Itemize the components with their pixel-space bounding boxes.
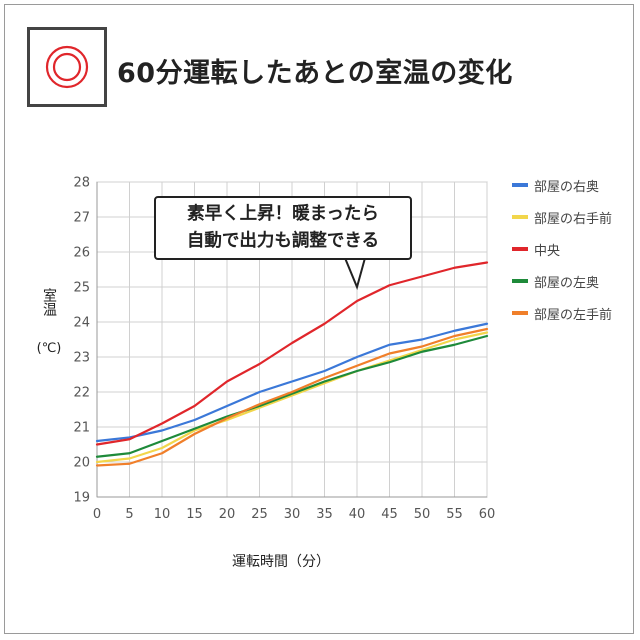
y-tick-label: 25 bbox=[73, 281, 90, 296]
series-line-2 bbox=[95, 331, 489, 464]
y-tick-label: 20 bbox=[73, 456, 90, 471]
x-tick-label: 20 bbox=[219, 507, 236, 522]
x-tick-label: 30 bbox=[284, 507, 301, 522]
x-tick-label: 10 bbox=[154, 507, 171, 522]
legend-swatch bbox=[512, 215, 528, 219]
legend-item: 部屋の右奥 bbox=[512, 176, 632, 196]
x-tick-label: 60 bbox=[479, 507, 496, 522]
y-tick-label: 28 bbox=[73, 176, 90, 191]
x-tick-label: 40 bbox=[349, 507, 366, 522]
x-tick-label: 0 bbox=[93, 507, 101, 522]
x-tick-label: 15 bbox=[186, 507, 203, 522]
legend-swatch bbox=[512, 247, 528, 251]
legend-label: 部屋の左手前 bbox=[534, 308, 613, 323]
page-title: 60分運転したあとの室温の変化 bbox=[117, 58, 513, 89]
legend-label: 部屋の左奥 bbox=[534, 276, 600, 291]
y-tick-label: 19 bbox=[73, 491, 90, 506]
y-tick-label: 21 bbox=[73, 421, 90, 436]
x-tick-label: 35 bbox=[316, 507, 333, 522]
series-line-5 bbox=[95, 327, 489, 467]
x-axis-label: 運転時間（分） bbox=[232, 554, 330, 570]
x-tick-label: 50 bbox=[414, 507, 431, 522]
legend-label: 部屋の右手前 bbox=[534, 212, 613, 227]
y-axis-label: 室温 bbox=[41, 288, 57, 316]
legend-item: 部屋の左手前 bbox=[512, 304, 632, 324]
x-tick-label: 25 bbox=[251, 507, 268, 522]
y-tick-label: 23 bbox=[73, 351, 90, 366]
x-tick-label: 55 bbox=[446, 507, 463, 522]
y-axis-label-block: 室温 (℃) bbox=[34, 288, 64, 360]
logo-box bbox=[27, 27, 107, 107]
legend-swatch bbox=[512, 279, 528, 283]
legend-swatch bbox=[512, 311, 528, 315]
y-tick-label: 27 bbox=[73, 211, 90, 226]
callout-box: 素早く上昇！暖まったら 自動で出力も調整できる bbox=[154, 196, 412, 260]
legend-item: 部屋の右手前 bbox=[512, 208, 632, 228]
callout-line-1: 素早く上昇！暖まったら bbox=[187, 204, 379, 224]
chart-legend: 部屋の右奥部屋の右手前 中央部屋の左奥部屋の左手前 bbox=[512, 176, 632, 336]
legend-item: 中央 bbox=[512, 240, 632, 260]
x-tick-label: 45 bbox=[381, 507, 398, 522]
x-tick-label: 5 bbox=[125, 507, 133, 522]
series-line-4 bbox=[95, 334, 489, 458]
y-axis-unit: (℃) bbox=[36, 341, 62, 356]
series-line-1 bbox=[95, 322, 489, 443]
concentric-circles-icon bbox=[45, 45, 89, 89]
legend-item: 部屋の左奥 bbox=[512, 272, 632, 292]
y-tick-label: 24 bbox=[73, 316, 90, 331]
y-tick-label: 22 bbox=[73, 386, 90, 401]
series-line-3 bbox=[95, 261, 489, 446]
legend-label: 部屋の右奥 bbox=[534, 180, 600, 195]
y-tick-label: 26 bbox=[73, 246, 90, 261]
legend-label: 中央 bbox=[534, 244, 561, 259]
legend-swatch bbox=[512, 183, 528, 187]
callout-line-2: 自動で出力も調整できる bbox=[186, 231, 380, 251]
